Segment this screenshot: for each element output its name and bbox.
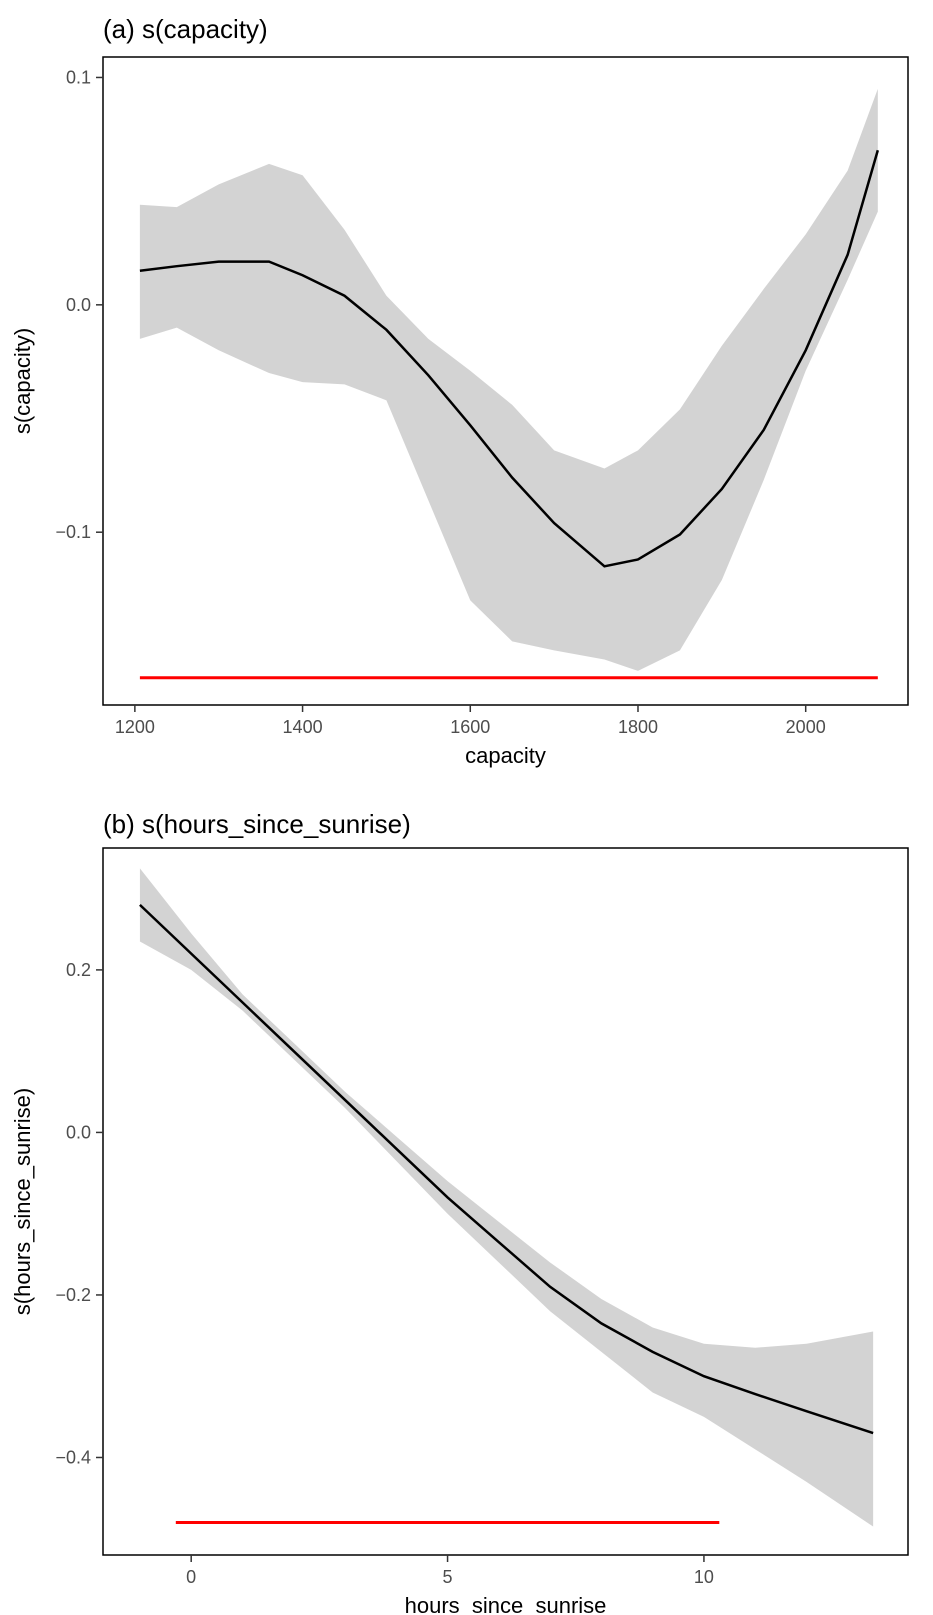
y-tick-label: −0.2 <box>55 1285 91 1305</box>
x-tick-label: 1200 <box>115 717 155 737</box>
fit-line <box>139 903 874 1435</box>
confidence-band <box>139 868 874 1527</box>
x-tick-label: 1600 <box>450 717 490 737</box>
x-tick-label: 5 <box>443 1567 453 1587</box>
x-tick-label: 1400 <box>283 717 323 737</box>
x-tick-label: 0 <box>186 1567 196 1587</box>
x-tick-label: 10 <box>694 1567 714 1587</box>
y-tick-label: −0.4 <box>55 1447 91 1467</box>
x-tick-label: 2000 <box>786 717 826 737</box>
chart-title: (b) s(hours_since_sunrise) <box>103 809 411 839</box>
plot-frame <box>102 847 909 1556</box>
y-axis-title: s(capacity) <box>10 328 35 434</box>
x-axis-title: hours_since_sunrise <box>405 1593 607 1615</box>
y-tick-label: 0.0 <box>66 295 91 315</box>
y-tick-label: −0.1 <box>55 522 91 542</box>
y-axis-title: s(hours_since_sunrise) <box>10 1088 35 1315</box>
plot-frame <box>102 56 909 706</box>
x-axis-title: capacity <box>465 743 546 768</box>
y-tick-label: 0.0 <box>66 1122 91 1142</box>
fit-line <box>139 149 880 568</box>
x-tick-label: 1800 <box>618 717 658 737</box>
y-tick-label: 0.2 <box>66 960 91 980</box>
chart-title: (a) s(capacity) <box>103 14 268 44</box>
confidence-band <box>139 88 878 671</box>
y-tick-label: 0.1 <box>66 67 91 87</box>
